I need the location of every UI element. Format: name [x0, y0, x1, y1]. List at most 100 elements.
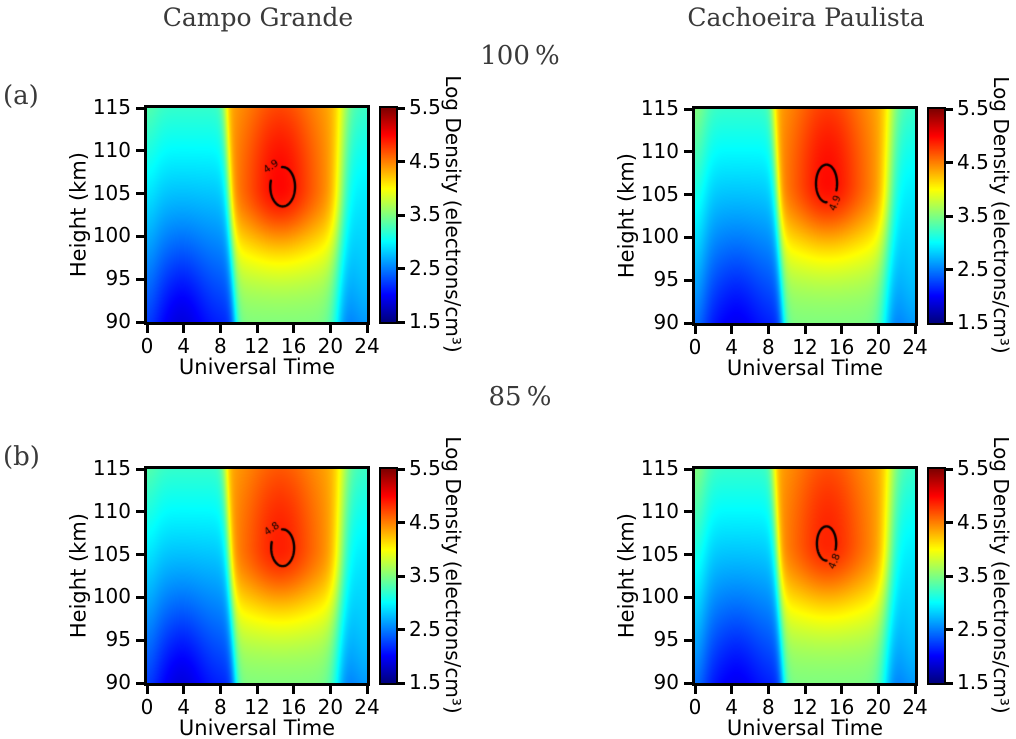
y-tick-label: 95 — [105, 627, 131, 652]
x-tick-label: 12 — [792, 695, 818, 719]
colorbar-tick-mark — [398, 320, 405, 324]
y-tick-label: 110 — [640, 498, 679, 523]
y-tick-label: 95 — [653, 627, 679, 652]
y-tick-mark — [136, 553, 144, 557]
x-tick-mark — [913, 326, 917, 334]
colorbar-canvas — [929, 469, 944, 683]
x-tick-label: 16 — [828, 335, 855, 359]
y-tick-label: 105 — [92, 541, 131, 566]
x-tick-mark — [730, 686, 734, 694]
x-axis-label: Universal Time — [726, 716, 884, 739]
colorbar-tick-label: 5.5 — [409, 456, 441, 480]
colorbar-canvas — [381, 469, 396, 683]
colorbar-tick-mark — [398, 106, 405, 110]
x-tick-label: 0 — [140, 695, 154, 719]
x-axis-label: Universal Time — [726, 356, 884, 380]
y-tick-mark — [136, 320, 144, 324]
x-tick-mark — [328, 325, 332, 333]
x-tick-mark — [365, 325, 369, 333]
y-tick-label: 105 — [640, 541, 679, 566]
plot-frame — [144, 466, 370, 686]
colorbar-tick-mark — [398, 160, 405, 163]
colorbar-tick-mark — [946, 214, 953, 218]
x-tick-label: 4 — [177, 695, 191, 719]
y-axis-label: Height (km) — [614, 153, 639, 279]
x-tick-mark — [218, 325, 222, 333]
heatmap-canvas — [147, 108, 367, 322]
y-tick-mark — [684, 278, 692, 282]
plot-frame — [144, 105, 370, 325]
colorbar-tick-label: 2.5 — [409, 255, 441, 280]
y-tick-mark — [684, 681, 692, 685]
x-tick-mark — [218, 686, 222, 694]
x-tick-label: 0 — [140, 334, 154, 358]
x-tick-mark — [182, 325, 186, 333]
colorbar-tick-label: 4.5 — [409, 148, 441, 173]
x-tick-mark — [292, 325, 296, 333]
colorbar-canvas — [929, 109, 944, 323]
x-tick-label: 20 — [317, 334, 344, 358]
colorbar-tick-mark — [398, 574, 405, 578]
y-axis-label: Height (km) — [614, 513, 639, 639]
x-tick-mark — [876, 686, 880, 694]
x-tick-label: 8 — [761, 335, 775, 359]
x-tick-mark — [693, 686, 697, 694]
x-tick-label: 12 — [792, 335, 818, 359]
row-label-b: (b) — [3, 442, 40, 472]
y-tick-label: 115 — [92, 95, 131, 119]
x-tick-mark — [766, 686, 770, 694]
colorbar-tick-label: 2.5 — [957, 616, 989, 641]
colorbar-tick-mark — [946, 268, 953, 271]
y-tick-mark — [684, 321, 692, 325]
x-tick-mark — [876, 326, 880, 334]
column-title-left: Campo Grande — [162, 3, 354, 32]
x-tick-label: 24 — [902, 335, 928, 359]
x-tick-mark — [766, 326, 770, 334]
colorbar-tick-mark — [946, 628, 953, 631]
colorbar-tick-label: 4.5 — [409, 509, 441, 534]
x-tick-label: 4 — [725, 335, 739, 359]
plot-frame — [692, 106, 918, 326]
y-tick-label: 95 — [653, 267, 679, 292]
x-tick-label: 8 — [761, 695, 775, 719]
x-tick-mark — [840, 686, 844, 694]
colorbar-tick-mark — [398, 628, 405, 631]
y-tick-label: 90 — [105, 670, 131, 694]
plot-frame — [692, 466, 918, 686]
y-tick-label: 115 — [92, 456, 131, 480]
x-tick-mark — [730, 326, 734, 334]
colorbar-frame — [927, 467, 946, 685]
colorbar-tick-label: 4.5 — [957, 509, 989, 534]
y-tick-label: 115 — [640, 96, 679, 120]
heatmap-canvas — [147, 469, 367, 683]
colorbar-canvas — [381, 108, 396, 322]
x-tick-label: 20 — [317, 695, 344, 719]
x-tick-label: 12 — [244, 334, 270, 358]
condition-label-85: 85 % — [488, 382, 552, 412]
condition-label-100: 100 % — [480, 41, 560, 71]
x-tick-label: 16 — [280, 695, 307, 719]
colorbar-tick-mark — [946, 107, 953, 111]
y-tick-label: 100 — [92, 584, 131, 609]
colorbar-tick-label: 3.5 — [957, 203, 989, 227]
colorbar-frame — [379, 106, 398, 324]
y-axis-label: Height (km) — [66, 152, 91, 278]
colorbar-frame — [927, 107, 946, 325]
colorbar-tick-label: 1.5 — [409, 670, 441, 694]
colorbar-tick-label: 5.5 — [409, 95, 441, 119]
colorbar-tick-mark — [398, 681, 405, 685]
x-tick-label: 4 — [177, 334, 191, 358]
y-tick-mark — [136, 106, 144, 110]
y-tick-mark — [684, 595, 692, 599]
x-tick-mark — [292, 686, 296, 694]
y-tick-label: 90 — [105, 309, 131, 333]
y-tick-label: 90 — [653, 670, 679, 694]
colorbar-tick-label: 3.5 — [957, 563, 989, 587]
y-tick-mark — [136, 595, 144, 599]
colorbar-tick-mark — [398, 467, 405, 471]
x-tick-mark — [328, 686, 332, 694]
x-tick-label: 0 — [688, 335, 702, 359]
colorbar-tick-label: 3.5 — [409, 202, 441, 226]
y-tick-mark — [136, 277, 144, 281]
